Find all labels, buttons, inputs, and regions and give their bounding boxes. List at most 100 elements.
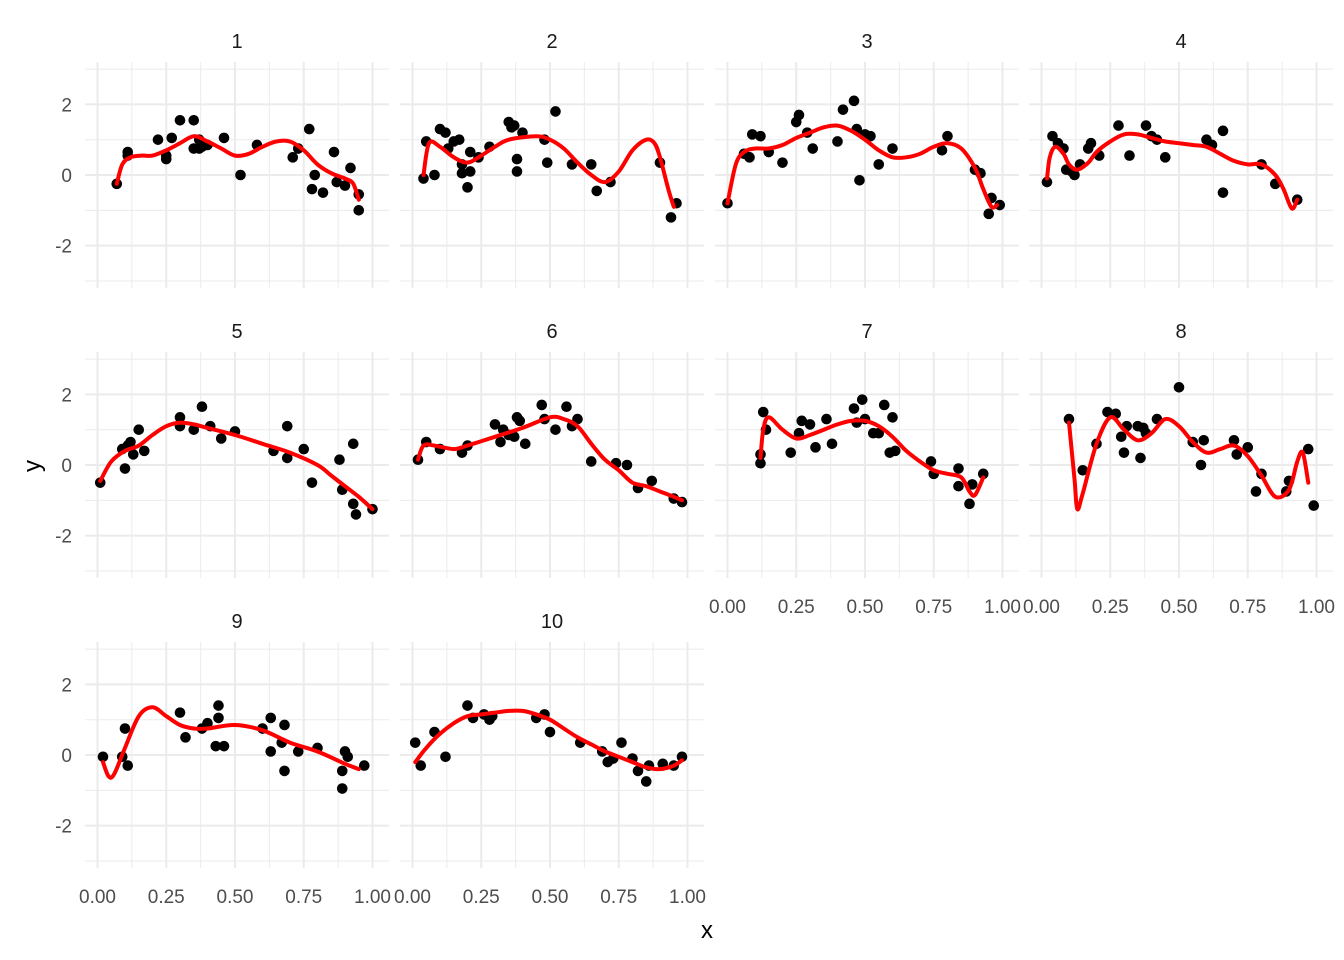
data-point [213,712,224,724]
data-point [572,413,583,425]
data-point [640,776,652,787]
x-tick-label: 1.00 [1298,597,1335,618]
x-axis-title: x [701,917,713,944]
data-point [122,760,134,771]
facet-panel-10: 10 [400,611,704,868]
data-point [265,746,277,757]
data-point [279,765,290,777]
data-point [317,187,329,198]
facet-strip-label: 1 [231,31,242,53]
data-point [757,406,769,418]
facet-strip-label: 2 [546,31,557,53]
data-point [180,732,191,743]
y-tick-label: -2 [55,817,72,838]
data-point [966,479,978,490]
x-tick-label: 0.75 [915,597,952,618]
data-point [1069,169,1080,181]
data-point [1250,486,1262,497]
data-point [306,477,318,488]
data-point [793,427,805,439]
data-point [977,468,989,480]
data-point [336,783,348,794]
data-point [1124,150,1135,161]
data-point [541,157,553,168]
x-tick-label: 0.50 [217,887,254,908]
data-point [328,146,340,158]
data-point [331,176,343,188]
data-point [873,427,885,439]
data-point [188,114,200,126]
data-point [1308,500,1320,511]
data-point [345,162,356,174]
data-point [453,134,465,145]
data-point [218,132,230,144]
facet-strip-label: 8 [1175,321,1186,343]
x-tick-label: 0.75 [285,887,322,908]
x-tick-label: 0.25 [1092,597,1129,618]
smooth-line [1045,131,1300,211]
data-point [744,152,755,163]
data-point [358,760,370,771]
data-point [591,185,603,197]
data-point [464,166,476,177]
facet-panel-9: 9 [85,611,389,868]
data-point [133,424,145,435]
facet-strip-label: 6 [546,321,557,343]
smooth-line [413,708,684,772]
data-point [1102,406,1113,418]
data-point [873,159,885,170]
smooth-line [101,705,361,780]
x-tick-label: 0.25 [778,597,815,618]
data-point [1228,434,1240,446]
x-tick-label: 0.00 [394,887,431,908]
data-point [210,740,222,752]
data-point [213,700,224,711]
data-point [138,445,150,457]
data-point [440,751,451,763]
data-point [462,700,473,711]
data-point [550,424,561,435]
x-tick-label: 0.00 [709,597,746,618]
data-point [550,106,561,117]
facet-panels: 1 2 3 4 5 6 7 8 9 10 [85,31,1333,868]
data-point [632,765,644,777]
data-point [508,120,520,131]
data-point [508,431,520,443]
data-point [621,459,633,471]
data-point [347,498,359,510]
data-point [298,443,310,455]
x-tick-label: 0.25 [148,887,185,908]
data-point [166,132,178,144]
data-point [429,169,440,181]
smooth-line [114,134,361,202]
data-point [339,180,351,191]
data-point [746,129,758,140]
facet-strip-label: 9 [231,611,242,633]
data-point [334,454,345,466]
x-tick-label: 0.50 [847,597,884,618]
data-point [119,723,131,734]
data-point [1159,152,1171,163]
x-tick-label: 0.25 [463,887,500,908]
data-point [1217,125,1229,137]
data-point [837,104,849,115]
axes: 20-220-20.00 0.25 0.50 0.75 1.00 0.00 0.25 0.50… [55,95,1335,908]
data-point [646,475,658,487]
data-point [1118,447,1130,458]
y-tick-label: 0 [61,166,72,187]
data-point [353,205,365,216]
x-tick-label: 0.75 [1229,597,1266,618]
data-point [964,498,975,510]
y-tick-label: -2 [55,527,72,548]
data-point [287,152,299,163]
data-point [994,199,1006,211]
data-point [511,153,523,165]
data-point [1173,382,1185,393]
data-point [936,144,948,156]
data-point [616,737,627,748]
facet-panel-4: 4 [1029,31,1333,288]
data-point [279,719,290,731]
data-point [953,480,964,492]
data-point [514,415,526,427]
